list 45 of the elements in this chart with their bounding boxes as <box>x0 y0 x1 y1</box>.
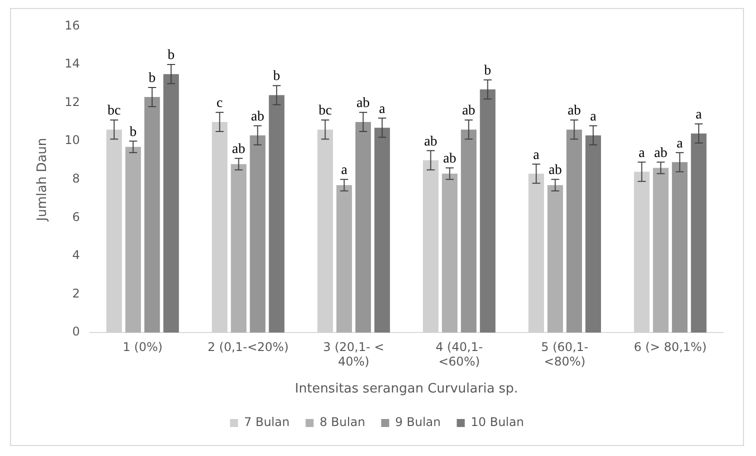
y-tick-label: 10 <box>64 133 80 148</box>
legend-label: 10 Bulan <box>470 415 524 430</box>
x-axis-title: Intensitas serangan Curvularia sp. <box>294 382 518 397</box>
data-label: c <box>216 96 223 112</box>
y-tick-label: 6 <box>72 210 80 224</box>
data-label: a <box>379 102 386 117</box>
data-label: b <box>148 71 156 86</box>
x-tick-label: 5 (60,1- <80%) <box>541 340 588 368</box>
data-label: a <box>533 148 540 163</box>
data-label: bc <box>108 104 121 119</box>
x-tick-label: 3 (20,1- < 40%) <box>323 340 384 368</box>
data-label: ab <box>232 142 246 158</box>
y-tick-label: 12 <box>64 94 80 109</box>
data-label: b <box>130 124 137 140</box>
data-label: b <box>168 48 175 64</box>
y-tick-label: 8 <box>72 172 80 186</box>
data-label: a <box>341 163 348 178</box>
data-label: ab <box>654 146 668 161</box>
data-label: ab <box>356 96 370 112</box>
y-tick-label: 4 <box>72 248 80 262</box>
data-label: ab <box>251 109 264 124</box>
data-label: ab <box>424 134 438 150</box>
y-tick-label: 0 <box>72 324 80 339</box>
legend-label: 9 Bulan <box>395 415 441 430</box>
x-tick-label: 4 (40,1- <60%) <box>436 340 483 368</box>
data-label: ab <box>443 152 456 167</box>
legend-label: 7 Bulan <box>244 415 290 430</box>
x-tick-label: 6 (> 80,1%) <box>634 340 707 354</box>
data-label: a <box>590 109 598 124</box>
data-label: b <box>273 69 280 84</box>
x-tick-label: 1 (0%) <box>122 340 163 354</box>
y-tick-label: 16 <box>64 18 80 32</box>
y-tick-label: 14 <box>64 56 80 71</box>
data-label: a <box>696 108 703 123</box>
data-label: b <box>484 63 492 78</box>
y-tick-label: 2 <box>72 286 80 300</box>
data-label: bc <box>318 104 332 119</box>
data-label: ab <box>462 104 476 119</box>
legend-label: 8 Bulan <box>320 415 366 430</box>
data-label: ab <box>568 104 581 119</box>
x-tick-label: 2 (0,1-<20%) <box>208 340 289 354</box>
data-label: a <box>676 136 684 152</box>
data-label: a <box>638 146 646 161</box>
data-label: ab <box>548 163 562 178</box>
y-axis-title: Jumlah Daun <box>35 138 50 222</box>
